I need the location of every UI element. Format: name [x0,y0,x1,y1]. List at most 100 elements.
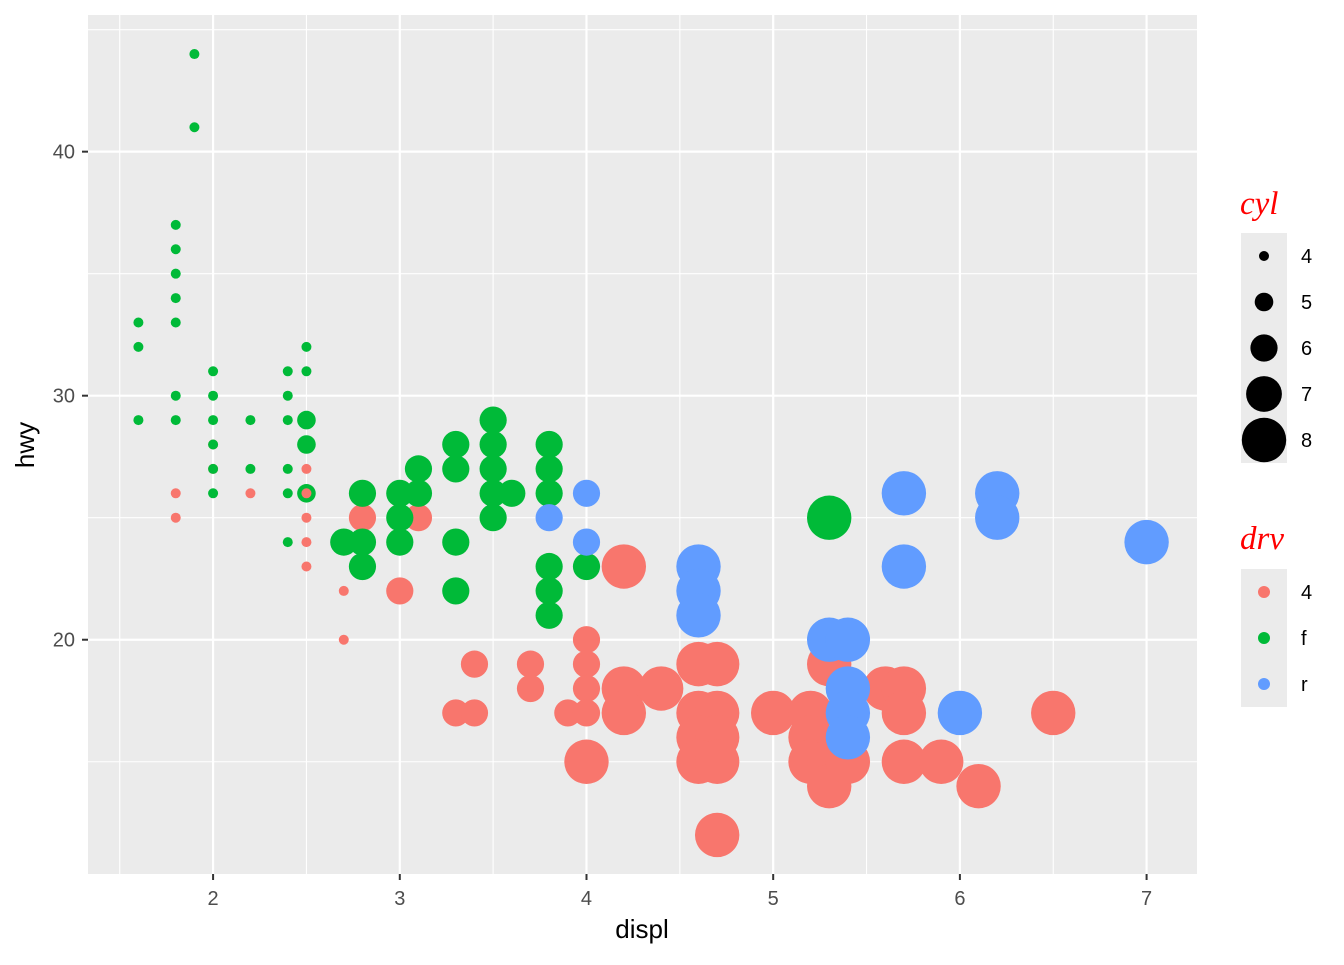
data-point [245,488,256,499]
data-point [479,406,507,434]
data-point [535,504,563,532]
data-point [170,268,181,279]
data-point [301,537,312,548]
color-legend-label: f [1301,628,1307,650]
data-point [386,504,414,532]
data-point [330,528,358,556]
data-point [554,699,582,727]
size-legend-key [1259,251,1269,261]
data-point [282,390,293,401]
data-point [404,455,433,483]
data-point [601,690,647,736]
data-point [572,528,601,556]
size-legend: cyl 4 5 6 7 8 [1240,186,1312,463]
data-point [881,739,927,784]
color-legend-title: drv [1240,521,1284,557]
size-legend-key [1254,292,1274,312]
data-point [601,544,647,589]
x-tick-label: 2 [208,888,219,910]
data-point [975,495,1020,540]
data-point [956,763,1001,809]
size-legend-label: 5 [1301,292,1312,314]
data-point [170,317,181,328]
data-point [208,390,219,401]
data-point [282,366,293,377]
data-point [460,699,489,727]
size-legend-key [1250,334,1278,362]
data-point [208,415,219,426]
data-point [572,552,601,581]
data-point [694,812,740,858]
data-point [572,626,601,654]
y-axis-title: hwy [10,422,40,468]
data-point [479,504,507,532]
data-point [301,341,312,352]
data-point [442,577,470,605]
data-point [133,341,144,352]
data-point [535,430,563,459]
color-legend: drv 4 f r [1240,521,1312,707]
data-point [301,561,312,572]
x-axis: 2 3 4 5 6 7 [208,874,1152,910]
size-legend-key [1241,417,1287,463]
data-point [348,552,377,581]
data-point [301,463,312,474]
size-legend-label: 7 [1301,384,1312,406]
data-point [535,552,563,581]
data-point [694,739,740,784]
data-point [516,674,545,703]
minor-gridlines [88,15,1197,874]
data-point [919,739,964,784]
data-point [1124,519,1169,565]
data-point [338,585,349,596]
data-point [676,593,721,638]
data-point [572,699,601,727]
data-point [133,317,144,328]
data-point [208,439,219,450]
data-point [386,577,414,605]
data-point [348,528,377,556]
data-point [170,293,181,304]
data-point [348,479,377,507]
data-point [301,366,312,377]
size-legend-label: 8 [1301,430,1312,452]
data-point [825,715,871,760]
data-point [170,488,181,499]
data-point [535,601,563,629]
data-point [694,641,740,687]
data-point [638,666,684,711]
data-point [208,366,219,377]
data-point [572,674,601,703]
data-point [535,577,563,605]
data-point [404,504,433,532]
color-legend-label: 4 [1301,582,1312,604]
size-legend-key [1246,376,1282,412]
data-point [881,544,927,589]
color-legend-label: r [1301,674,1308,696]
data-point [535,479,563,507]
size-legend-title: cyl [1240,186,1278,222]
data-point [442,430,470,459]
data-point [386,479,414,507]
data-point [807,495,852,540]
data-point [297,435,316,454]
color-legend-key [1258,586,1270,598]
y-axis: 20 30 40 [53,142,88,652]
data-point [348,504,377,532]
data-point [1031,690,1076,736]
data-point [245,415,256,426]
y-tick-label: 30 [53,386,75,408]
data-point [881,690,927,736]
color-legend-key [1258,632,1270,644]
data-point [516,650,545,678]
data-point [338,634,349,645]
x-tick-label: 6 [954,888,965,910]
data-point [133,415,144,426]
data-point [189,122,200,133]
y-tick-label: 20 [53,630,75,652]
data-point [170,219,181,230]
data-point [170,415,181,426]
data-point [572,479,601,507]
data-point [442,528,470,556]
